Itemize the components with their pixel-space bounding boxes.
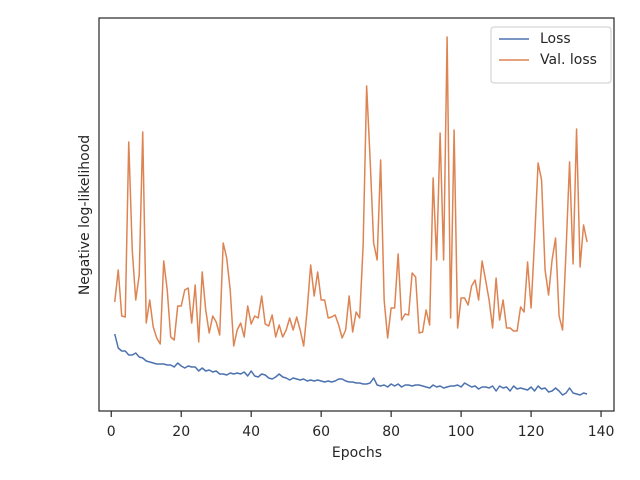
- legend-label: Val. loss: [540, 52, 597, 68]
- series-line: [113, 36, 588, 347]
- x-tick-label: 60: [312, 424, 330, 440]
- x-axis-label: Epochs: [332, 445, 382, 461]
- legend-label: Loss: [540, 31, 571, 47]
- x-tick-label: 120: [518, 424, 545, 440]
- x-tick-label: 20: [172, 424, 190, 440]
- x-tick-label: 0: [107, 424, 116, 440]
- x-tick-label: 140: [588, 424, 615, 440]
- x-tick-label: 100: [448, 424, 475, 440]
- x-tick-label: 80: [382, 424, 400, 440]
- y-axis-label: Negative log-likelihood: [77, 135, 93, 295]
- series-line: [114, 333, 588, 396]
- legend-box: [490, 26, 612, 84]
- plot-frame: [98, 17, 615, 412]
- x-tick-label: 40: [242, 424, 260, 440]
